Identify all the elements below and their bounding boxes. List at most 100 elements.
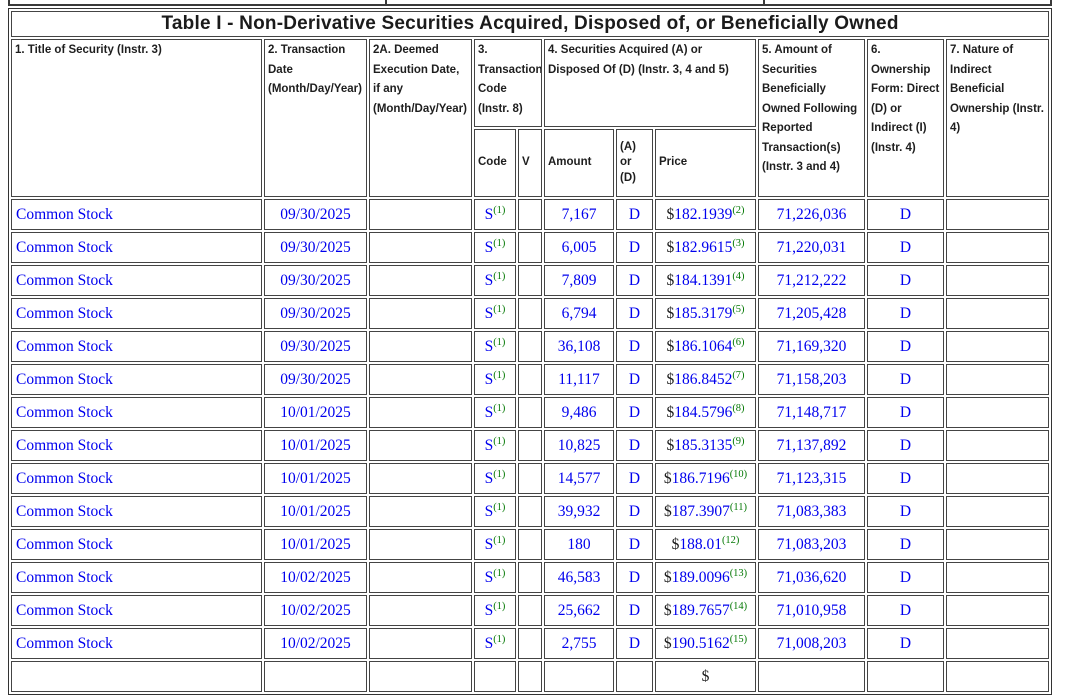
footnote-ref-link[interactable]: (1) — [493, 468, 506, 480]
cell-nature-of-indirect — [946, 595, 1050, 626]
shares-owned-following: 71,083,203 — [776, 535, 847, 553]
subheader-a-or-d: (A) or (D) — [616, 129, 653, 197]
ownership-form-flag: D — [899, 304, 912, 322]
footnote-ref-link[interactable]: (11) — [729, 501, 747, 513]
cell-shares-owned-following: 71,169,320 — [758, 331, 865, 362]
table-row: Common Stock 10/01/2025 S(1) 39,932 D $1… — [11, 496, 1050, 527]
cell-nature-of-indirect — [946, 430, 1050, 461]
cell-shares-owned-following: 71,137,892 — [758, 430, 865, 461]
footnote-ref-link[interactable]: (1) — [493, 435, 506, 447]
cell-v — [518, 199, 542, 230]
footnote-ref-link[interactable]: (1) — [493, 567, 506, 579]
cell-shares-owned-following — [758, 661, 865, 692]
footnote-ref-link[interactable]: (1) — [493, 633, 506, 645]
footnote-ref-link[interactable]: (1) — [493, 534, 506, 546]
cell-price: $184.1391(4) — [655, 265, 756, 296]
dollar-sign: $ — [664, 502, 672, 520]
header-transaction-code: 3. Transaction Code (Instr. 8) — [474, 39, 542, 127]
cell-price: $189.7657(14) — [655, 595, 756, 626]
footnote-ref-link[interactable]: (1) — [493, 270, 506, 282]
shares-owned-following: 71,010,958 — [776, 601, 847, 619]
security-title: Common Stock — [16, 601, 113, 619]
footnote-ref-link[interactable]: (8) — [732, 402, 745, 414]
cell-shares-owned-following: 71,158,203 — [758, 364, 865, 395]
footnote-ref-link[interactable]: (10) — [729, 468, 748, 480]
cell-acquired-or-disposed: D — [616, 496, 653, 527]
cell-deemed-execution-date — [369, 232, 472, 263]
footnote-ref-link[interactable]: (1) — [493, 204, 506, 216]
footnote-ref-link[interactable]: (1) — [493, 336, 506, 348]
footnote-ref-link[interactable]: (7) — [732, 369, 745, 381]
footnote-ref-link[interactable]: (1) — [493, 369, 506, 381]
footnote-ref-link[interactable]: (14) — [729, 600, 748, 612]
cell-acquired-or-disposed — [616, 661, 653, 692]
cell-nature-of-indirect — [946, 661, 1050, 692]
footnote-ref-link[interactable]: (1) — [493, 501, 506, 513]
shares-amount: 2,755 — [561, 634, 597, 652]
cell-security-title: Common Stock — [11, 430, 262, 461]
subheader-v: V — [518, 129, 542, 197]
shares-amount: 9,486 — [561, 403, 597, 421]
cell-amount: 14,577 — [544, 463, 614, 494]
cell-transaction-code: S(1) — [474, 562, 516, 593]
acquired-disposed-flag: D — [628, 370, 641, 388]
shares-owned-following: 71,036,620 — [776, 568, 847, 586]
cell-transaction-date: 09/30/2025 — [264, 298, 367, 329]
table-row: Common Stock 09/30/2025 S(1) 7,167 D $18… — [11, 199, 1050, 230]
cell-deemed-execution-date — [369, 397, 472, 428]
footnote-ref-link[interactable]: (3) — [732, 237, 745, 249]
table-row: Common Stock 10/02/2025 S(1) 2,755 D $19… — [11, 628, 1050, 659]
footnote-ref-link[interactable]: (6) — [732, 336, 745, 348]
cell-ownership-form: D — [867, 397, 944, 428]
footnote-ref-link[interactable]: (1) — [493, 303, 506, 315]
cell-security-title: Common Stock — [11, 463, 262, 494]
cell-acquired-or-disposed: D — [616, 232, 653, 263]
column-header-row: 1. Title of Security (Instr. 3) 2. Trans… — [11, 39, 1050, 197]
footnote-ref-link[interactable]: (5) — [732, 303, 745, 315]
footnote-ref-link[interactable]: (9) — [732, 435, 745, 447]
footnote-ref-link[interactable]: (12) — [721, 534, 740, 546]
transaction-date: 10/01/2025 — [280, 502, 351, 520]
cell-ownership-form: D — [867, 430, 944, 461]
table-row: Common Stock 10/02/2025 S(1) 25,662 D $1… — [11, 595, 1050, 626]
dollar-sign: $ — [701, 667, 710, 685]
acquired-disposed-flag: D — [628, 403, 641, 421]
header-title-of-security: 1. Title of Security (Instr. 3) — [11, 39, 262, 197]
cell-transaction-date: 10/01/2025 — [264, 496, 367, 527]
cell-transaction-date: 10/01/2025 — [264, 397, 367, 428]
cell-transaction-date: 10/02/2025 — [264, 562, 367, 593]
transaction-code: S — [484, 205, 494, 223]
price-value: 188.01 — [679, 535, 722, 553]
cell-security-title: Common Stock — [11, 628, 262, 659]
cell-ownership-form: D — [867, 595, 944, 626]
cell-ownership-form: D — [867, 628, 944, 659]
footnote-ref-link[interactable]: (2) — [732, 204, 745, 216]
footnote-ref-link[interactable]: (13) — [729, 567, 748, 579]
table-row: Common Stock 09/30/2025 S(1) 36,108 D $1… — [11, 331, 1050, 362]
ownership-form-flag: D — [899, 370, 912, 388]
price-value: 185.3179 — [674, 304, 733, 322]
sub-header-row: Code V Amount (A) or (D) Price — [11, 129, 1049, 197]
cell-price: $184.5796(8) — [655, 397, 756, 428]
footnote-ref-link[interactable]: (1) — [493, 600, 506, 612]
cell-nature-of-indirect — [946, 496, 1050, 527]
price-value: 190.5162 — [671, 634, 730, 652]
price-value: 184.1391 — [674, 271, 733, 289]
security-title: Common Stock — [16, 238, 113, 256]
security-title: Common Stock — [16, 271, 113, 289]
footnote-ref-link[interactable]: (1) — [493, 237, 506, 249]
divider-line — [8, 0, 10, 6]
cell-transaction-date: 10/02/2025 — [264, 595, 367, 626]
footnote-ref-link[interactable]: (15) — [729, 633, 748, 645]
cell-amount: 25,662 — [544, 595, 614, 626]
transaction-code: S — [484, 601, 494, 619]
cell-v — [518, 331, 542, 362]
cell-acquired-or-disposed: D — [616, 199, 653, 230]
cell-transaction-code: S(1) — [474, 397, 516, 428]
cell-v — [518, 397, 542, 428]
footnote-ref-link[interactable]: (4) — [732, 270, 745, 282]
ownership-form-flag: D — [899, 337, 912, 355]
security-title: Common Stock — [16, 502, 113, 520]
cell-nature-of-indirect — [946, 463, 1050, 494]
footnote-ref-link[interactable]: (1) — [493, 402, 506, 414]
